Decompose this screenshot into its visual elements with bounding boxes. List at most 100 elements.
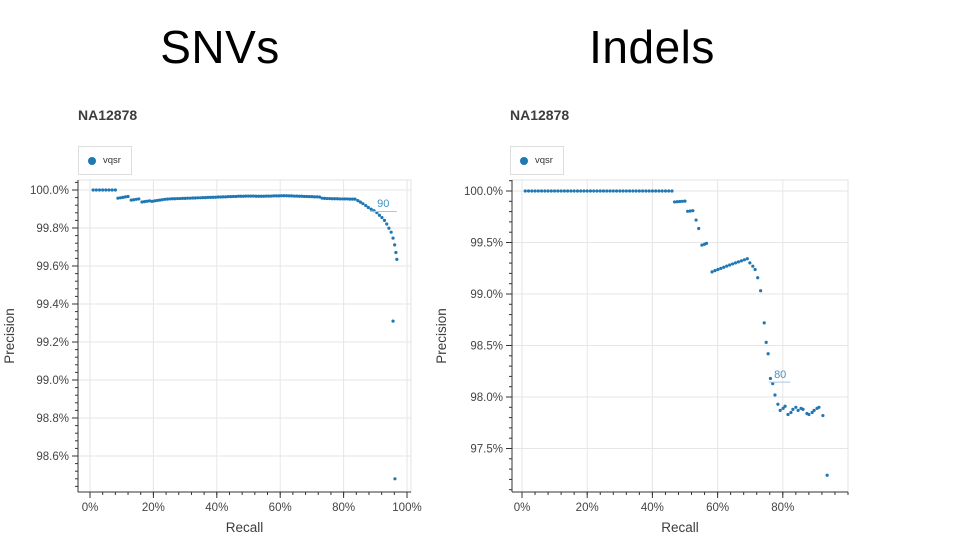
data-point [794, 405, 798, 409]
data-point [97, 188, 102, 192]
data-point [277, 194, 281, 198]
data-point [771, 382, 775, 386]
data-point [328, 196, 332, 201]
data-point [246, 194, 251, 198]
data-point [621, 189, 625, 193]
legend-vqsr[interactable]: vqsr [510, 146, 564, 175]
data-point [366, 205, 370, 210]
data-point [297, 194, 301, 198]
data-point [530, 189, 534, 193]
data-point [686, 209, 690, 213]
data-point [579, 189, 583, 193]
gridlines [78, 180, 411, 492]
data-point [766, 352, 770, 356]
data-point [533, 189, 537, 193]
data-point [789, 410, 793, 415]
data-point [107, 188, 111, 192]
tick-marks [72, 181, 408, 498]
data-point [647, 189, 651, 193]
data-point [733, 261, 738, 265]
data-point [377, 213, 382, 217]
data-point [302, 194, 306, 199]
x-axis-title: Recall [226, 520, 264, 535]
data-point [756, 276, 760, 280]
data-point [211, 195, 215, 199]
data-point [353, 197, 357, 201]
data-point [387, 226, 391, 230]
data-point [650, 189, 654, 193]
svg-text:80%: 80% [771, 502, 794, 514]
data-point [358, 200, 363, 204]
data-point [134, 197, 138, 201]
data-point [259, 194, 263, 198]
snv-plot-canvas[interactable]: 0% 20% 40% 60% 80% 100% 98.6% 98.8% 99.0% 99.2% 99… [0, 85, 440, 540]
data-point [221, 195, 225, 199]
data-point [186, 196, 190, 200]
threshold-annotation: 90 [369, 198, 397, 212]
data-point [582, 189, 586, 193]
data-point [113, 188, 117, 192]
data-point [608, 189, 612, 193]
data-point [244, 194, 248, 198]
data-point [208, 195, 213, 200]
svg-text:98.5%: 98.5% [470, 341, 503, 353]
data-point [748, 261, 752, 265]
data-point [198, 196, 202, 200]
data-point [325, 196, 329, 201]
data-point [660, 189, 664, 193]
data-point [129, 198, 133, 202]
data-point [295, 194, 299, 198]
data-point [670, 189, 674, 193]
data-point [745, 257, 749, 261]
data-point [287, 194, 291, 198]
svg-text:40%: 40% [205, 502, 228, 514]
data-point [274, 194, 278, 198]
data-point [683, 199, 687, 203]
data-point [762, 321, 766, 325]
data-point [140, 200, 144, 204]
data-point [132, 198, 136, 202]
svg-text:98.6%: 98.6% [36, 451, 69, 463]
data-point [163, 197, 167, 201]
data-point [264, 194, 268, 198]
data-point [821, 413, 825, 418]
data-point [641, 189, 645, 193]
tick-labels: 0% 20% 40% 60% 80% 97.5% 98.0% 98.5% 99.0% 99.5% 1… [464, 186, 794, 514]
svg-text:100.0%: 100.0% [464, 186, 503, 198]
data-point [713, 269, 717, 273]
data-point [284, 194, 289, 198]
svg-text:20%: 20% [142, 502, 165, 514]
legend-vqsr[interactable]: vqsr [78, 146, 132, 175]
data-point [759, 289, 763, 293]
data-point [395, 257, 399, 261]
data-point [269, 194, 273, 198]
data-point [300, 194, 304, 198]
data-point [307, 195, 311, 199]
svg-text:60%: 60% [706, 502, 729, 514]
data-point [236, 194, 240, 198]
data-point [523, 189, 527, 193]
svg-text:99.0%: 99.0% [470, 289, 503, 301]
indel-plot-canvas[interactable]: 0% 20% 40% 60% 80% 97.5% 98.0% 98.5% 99.0% 99.5% 1… [432, 85, 872, 540]
data-point [315, 195, 319, 199]
data-point [739, 259, 743, 263]
data-point [343, 197, 347, 201]
data-point [634, 189, 638, 193]
data-point [585, 189, 589, 193]
data-point [126, 194, 130, 199]
svg-text:100.0%: 100.0% [30, 185, 69, 197]
data-point [305, 194, 309, 199]
data-point [330, 197, 334, 201]
data-point [213, 195, 218, 199]
data-point [742, 258, 746, 262]
plot-border [511, 179, 849, 493]
data-point [559, 189, 563, 193]
data-point [764, 340, 768, 345]
data-point [736, 260, 741, 264]
data-point [322, 196, 327, 200]
data-point [526, 189, 531, 193]
data-point [801, 407, 805, 411]
data-point [722, 265, 726, 269]
svg-text:60%: 60% [269, 502, 292, 514]
